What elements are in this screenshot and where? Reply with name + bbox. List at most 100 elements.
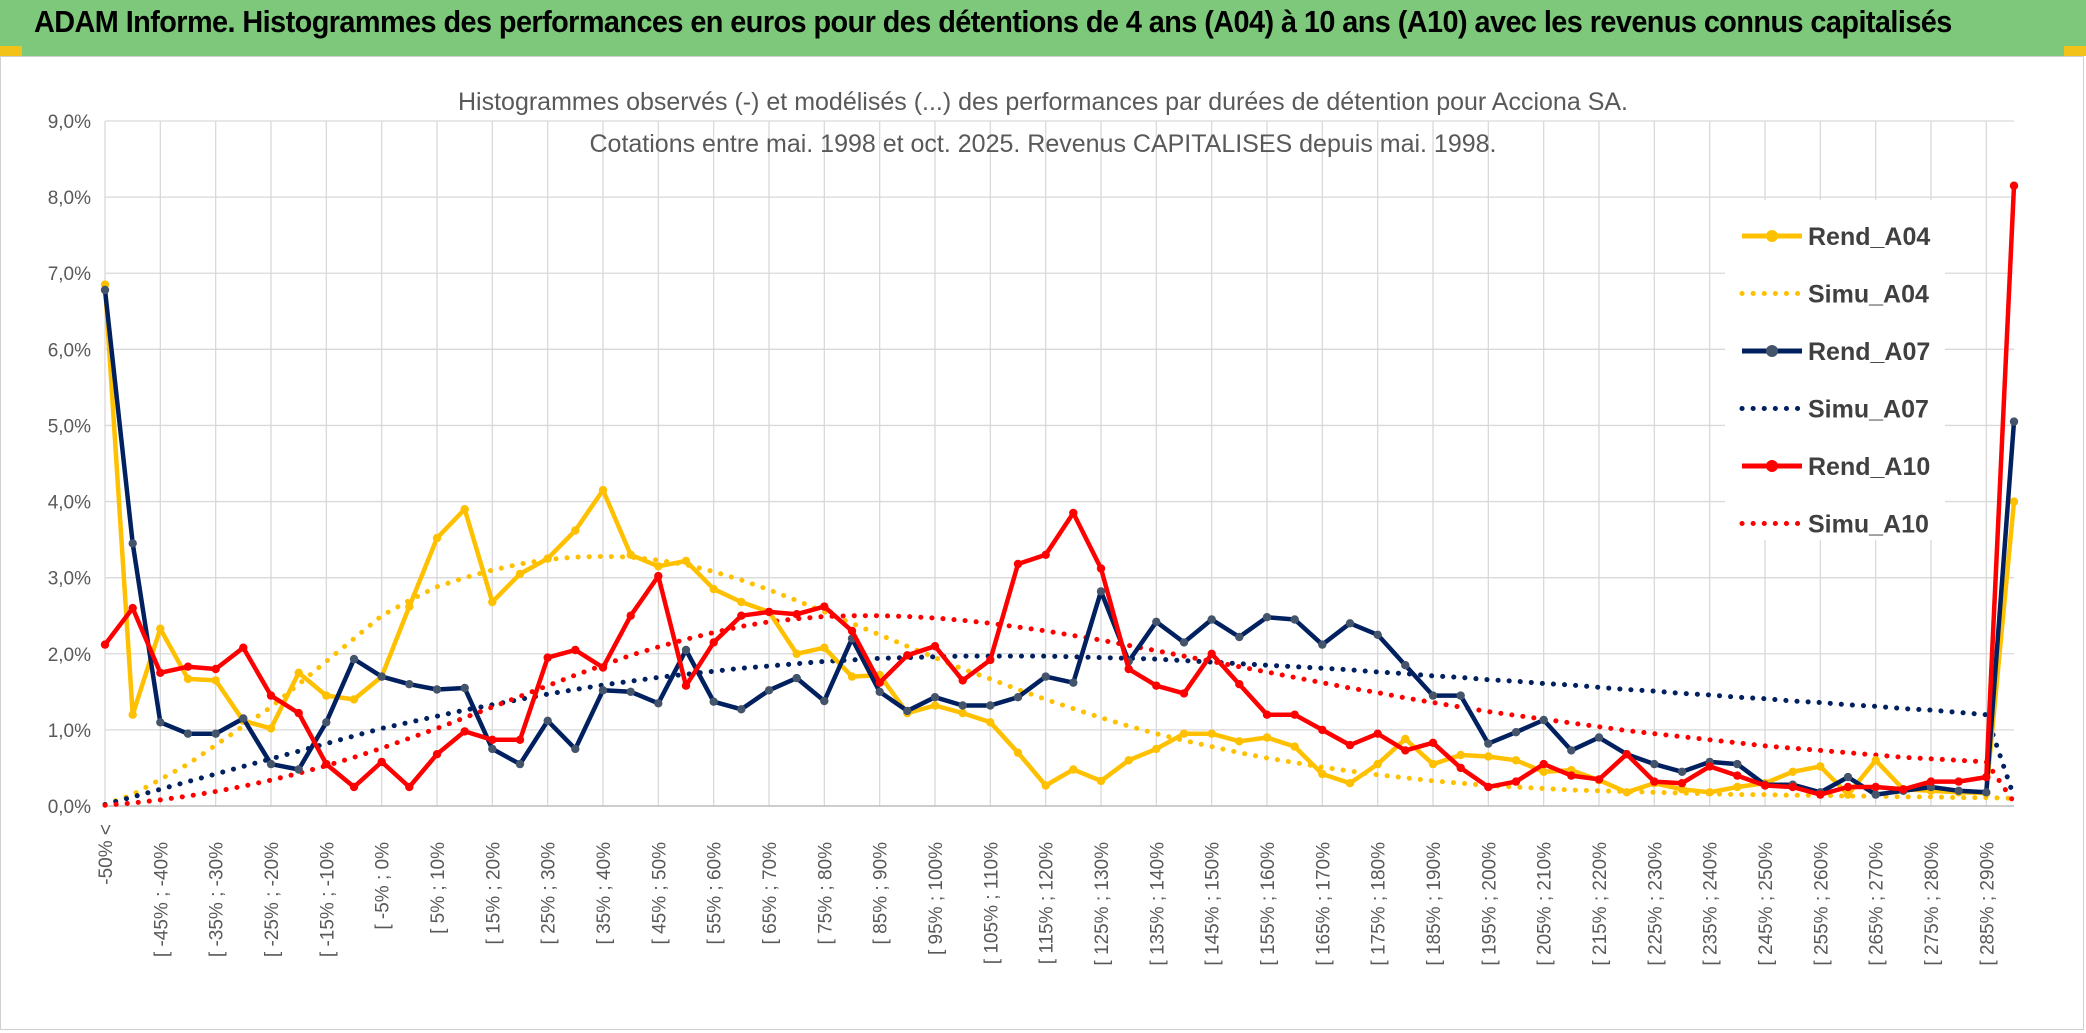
x-tick-label: [ 95% ; 100% (926, 842, 947, 955)
data-point-rend_a10 (1235, 680, 1244, 689)
x-tick-label: [ 105% ; 110% (981, 842, 1002, 964)
data-point-rend_a07 (958, 701, 967, 710)
data-point-rend_a04 (405, 602, 414, 611)
data-point-rend_a10 (1041, 550, 1050, 559)
data-point-rend_a04 (1511, 756, 1521, 765)
data-point-rend_a04 (1262, 733, 1272, 742)
data-point-rend_a04 (598, 485, 608, 495)
data-point-rend_a07 (294, 765, 303, 774)
data-point-rend_a04 (1207, 729, 1216, 738)
data-point-rend_a04 (1318, 769, 1327, 779)
x-tick-label: [ 55% ; 60% (705, 842, 726, 945)
data-point-rend_a07 (1511, 728, 1521, 737)
data-point-rend_a07 (1954, 786, 1963, 795)
x-tick-label: [ 115% ; 120% (1037, 842, 1058, 964)
x-tick-label: [ -45% ; -40% (151, 842, 172, 957)
data-point-rend_a10 (764, 607, 774, 617)
legend-marker (1766, 345, 1778, 357)
data-point-rend_a04 (1816, 762, 1825, 771)
data-point-rend_a07 (322, 718, 331, 727)
data-point-rend_a07 (626, 687, 635, 696)
legend-label: Rend_A04 (1808, 223, 1930, 251)
data-point-rend_a10 (847, 626, 857, 636)
data-point-rend_a10 (1096, 564, 1106, 573)
data-point-rend_a10 (1013, 559, 1023, 569)
data-point-rend_a10 (1539, 759, 1548, 769)
banner-corner-left (0, 46, 22, 56)
x-tick-label: [ 225% ; 230% (1645, 842, 1666, 966)
data-point-rend_a04 (1041, 781, 1050, 790)
data-point-rend_a04 (1013, 748, 1023, 757)
data-point-rend_a07 (1677, 767, 1687, 776)
data-point-rend_a04 (266, 724, 276, 733)
data-point-rend_a07 (349, 654, 359, 664)
series-line-simu_a04 (102, 553, 2017, 807)
data-point-rend_a10 (1816, 790, 1825, 799)
data-point-rend_a10 (626, 611, 635, 620)
y-tick-label: 6,0% (48, 340, 91, 361)
data-point-rend_a04 (543, 554, 552, 563)
data-point-rend_a07 (764, 686, 774, 695)
data-point-rend_a04 (1152, 744, 1161, 754)
data-point-rend_a04 (681, 556, 691, 566)
x-tick-label: [ 15% ; 20% (483, 842, 504, 945)
data-point-rend_a07 (239, 714, 248, 723)
data-point-rend_a07 (488, 744, 497, 754)
data-point-rend_a10 (1788, 782, 1797, 792)
data-point-rend_a04 (460, 505, 469, 514)
data-point-rend_a07 (1871, 790, 1880, 799)
data-point-rend_a10 (1373, 729, 1382, 738)
data-point-rend_a07 (1262, 613, 1272, 622)
data-point-rend_a10 (2009, 181, 2019, 190)
x-tick-label: [ -5% ; 0% (373, 842, 394, 930)
data-point-rend_a04 (986, 718, 995, 727)
data-point-rend_a10 (1926, 777, 1936, 786)
data-point-rend_a10 (1871, 782, 1880, 792)
data-point-rend_a10 (1650, 777, 1659, 786)
data-point-rend_a10 (820, 602, 829, 611)
x-tick-label: [ 35% ; 40% (594, 842, 615, 945)
x-tick-label: [ -35% ; -30% (207, 842, 228, 957)
data-point-rend_a04 (1733, 782, 1742, 792)
data-point-rend_a07 (156, 718, 165, 727)
data-point-rend_a10 (432, 750, 442, 759)
data-point-rend_a10 (294, 708, 303, 718)
data-point-rend_a07 (128, 539, 137, 548)
data-point-rend_a07 (1069, 678, 1078, 687)
data-point-rend_a07 (460, 683, 469, 693)
data-point-rend_a07 (1456, 691, 1465, 700)
data-point-rend_a10 (1290, 710, 1299, 719)
data-point-rend_a07 (1982, 788, 1991, 797)
data-point-rend_a10 (266, 691, 276, 700)
data-point-rend_a04 (294, 668, 303, 677)
data-point-rend_a07 (100, 285, 110, 295)
legend-marker (1766, 230, 1778, 242)
page-title: ADAM Informe. Histogrammes des performan… (34, 4, 1952, 39)
data-point-rend_a10 (737, 611, 746, 620)
series-line-simu_a07 (102, 653, 2017, 807)
legend-background (1725, 200, 1945, 540)
x-tick-label: [ 185% ; 190% (1424, 842, 1445, 966)
x-tick-label: [ -15% ; -10% (317, 842, 338, 957)
y-tick-label: 9,0% (48, 112, 91, 133)
data-point-rend_a10 (1345, 740, 1355, 750)
data-point-rend_a07 (183, 729, 193, 738)
data-point-rend_a10 (156, 668, 165, 677)
data-point-rend_a07 (820, 696, 829, 706)
data-point-rend_a04 (792, 649, 801, 658)
data-point-rend_a04 (515, 569, 525, 579)
data-point-rend_a10 (681, 681, 691, 690)
data-point-rend_a10 (183, 662, 193, 671)
data-point-rend_a07 (1179, 638, 1189, 647)
data-point-rend_a10 (1152, 681, 1161, 690)
data-point-rend_a07 (737, 705, 746, 714)
header-banner: ADAM Informe. Histogrammes des performan… (0, 0, 2086, 56)
data-point-rend_a07 (1594, 733, 1604, 742)
legend-label: Rend_A10 (1808, 453, 1930, 481)
data-point-rend_a10 (986, 655, 995, 665)
data-point-rend_a10 (460, 727, 469, 736)
x-tick-label: [ 155% ; 160% (1258, 842, 1279, 966)
data-point-rend_a10 (1179, 689, 1189, 698)
data-point-rend_a10 (100, 640, 110, 649)
